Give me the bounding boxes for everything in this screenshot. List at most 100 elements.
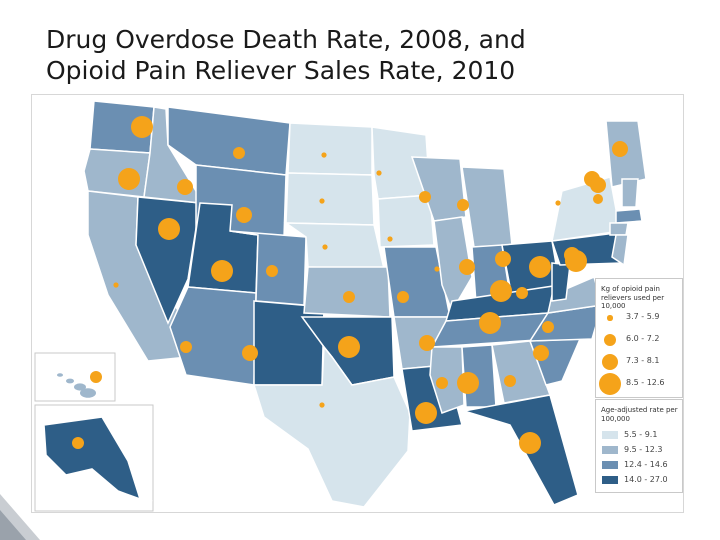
- hawaii-island: [57, 373, 63, 377]
- state-fl: [463, 394, 579, 506]
- legend-sales-dot: [599, 373, 621, 395]
- inset-hawaii-frame: [34, 352, 116, 402]
- insets-layer: [34, 352, 154, 512]
- sales-dot-ar: [419, 335, 435, 351]
- sales-dot-ms: [436, 377, 448, 389]
- us-map: [34, 100, 647, 512]
- sales-dot-wv: [529, 256, 551, 278]
- sales-dot-ca: [113, 282, 119, 288]
- legend-death-label: 9.5 - 12.3: [624, 445, 663, 454]
- map-frame: Kg of opioid pain relievers used per 10,…: [31, 94, 684, 513]
- legend-sales-label: 3.7 - 5.9: [626, 312, 660, 321]
- state-va: [547, 275, 603, 314]
- sales-dot-sc: [533, 345, 549, 361]
- legend-sales-label: 7.3 - 8.1: [626, 356, 660, 365]
- legend-death-title: Age-adjusted rate per 100,000: [601, 406, 678, 423]
- legend-sales-item: 8.5 - 12.6: [596, 373, 682, 395]
- sales-dot-ak: [72, 437, 84, 449]
- sales-dot-al: [457, 372, 479, 394]
- states-layer: [83, 100, 647, 508]
- legend-death-item: 14.0 - 27.0: [596, 473, 682, 487]
- sales-dot-or: [118, 168, 140, 190]
- sales-dot-ky: [490, 280, 512, 302]
- sales-dot-ks: [343, 291, 355, 303]
- sales-dot-mt: [233, 147, 245, 159]
- legend-sales-dot: [602, 354, 618, 370]
- legend-death-swatch: [602, 461, 618, 469]
- sales-dot-in: [459, 259, 475, 275]
- state-nj: [611, 234, 629, 267]
- legend-death-item: 9.5 - 12.3: [596, 443, 682, 457]
- sales-dot-id: [177, 179, 193, 195]
- hawaii-island: [66, 378, 74, 384]
- legend-sales-dot: [604, 334, 616, 346]
- sales-dot-la: [415, 402, 437, 424]
- sales-dot-ma: [590, 177, 606, 193]
- legend-death: Age-adjusted rate per 100,000 5.5 - 9.1 9…: [595, 399, 683, 493]
- state-nd: [287, 122, 373, 176]
- sales-dot-ne: [322, 244, 328, 250]
- page-title: Drug Overdose Death Rate, 2008, and Opio…: [46, 24, 646, 86]
- sales-dot-tx: [319, 402, 325, 408]
- legend-death-item: 5.5 - 9.1: [596, 428, 682, 442]
- sales-dot-ok: [338, 336, 360, 358]
- hawaii-island: [74, 383, 86, 391]
- legend-sales-dot: [607, 315, 613, 321]
- state-ma: [615, 208, 643, 224]
- state-sd: [285, 172, 375, 226]
- state-or: [83, 148, 151, 198]
- state-mt: [167, 106, 291, 176]
- sales-dot-il: [434, 266, 440, 272]
- legend-sales-label: 8.5 - 12.6: [626, 378, 665, 387]
- source-note: National Vital Statistics System: [48, 498, 174, 507]
- state-ct: [609, 222, 629, 236]
- sales-dot-nv: [158, 218, 180, 240]
- state-il: [433, 216, 473, 313]
- sales-dot-sd: [319, 198, 325, 204]
- sales-dot-va: [516, 287, 528, 299]
- state-ak: [43, 416, 142, 501]
- legend-death-swatch: [602, 431, 618, 439]
- sales-dot-wa: [131, 116, 153, 138]
- state-ia: [377, 194, 435, 248]
- legend-sales-item: 6.0 - 7.2: [596, 329, 682, 351]
- sales-dot-me: [612, 141, 628, 157]
- sales-dot-nj: [565, 250, 587, 272]
- legend-sales-title: Kg of opioid pain relievers used per 10,…: [601, 285, 665, 310]
- legend-sales-item: 7.3 - 8.1: [596, 351, 682, 373]
- legend-death-label: 14.0 - 27.0: [624, 475, 668, 484]
- sales-dot-mi: [457, 199, 469, 211]
- sales-dot-nc: [542, 321, 554, 333]
- title-line-2: Opioid Pain Reliever Sales Rate, 2010: [46, 56, 516, 85]
- legend-sales-label: 6.0 - 7.2: [626, 334, 660, 343]
- sales-dot-wi: [419, 191, 431, 203]
- legend-death-label: 5.5 - 9.1: [624, 430, 658, 439]
- sales-dot-az: [180, 341, 192, 353]
- legend-sales-item: 3.7 - 5.9: [596, 307, 682, 329]
- legend-death-label: 12.4 - 14.6: [624, 460, 668, 469]
- legend-death-swatch: [602, 446, 618, 454]
- sales-dot-nm: [242, 345, 258, 361]
- sales-dot-mn: [376, 170, 382, 176]
- sales-dot-hi: [90, 371, 102, 383]
- sales-dots-layer: [113, 116, 628, 454]
- sales-dot-ga: [504, 375, 516, 387]
- sales-dot-fl: [519, 432, 541, 454]
- title-line-1: Drug Overdose Death Rate, 2008, and: [46, 25, 526, 54]
- sales-dot-ia: [387, 236, 393, 242]
- sales-dot-co: [266, 265, 278, 277]
- sales-dot-ut: [211, 260, 233, 282]
- legend-death-item: 12.4 - 14.6: [596, 458, 682, 472]
- sales-dot-mo: [397, 291, 409, 303]
- legend-sales: Kg of opioid pain relievers used per 10,…: [595, 278, 683, 398]
- sales-dot-ny: [555, 200, 561, 206]
- state-az: [169, 286, 257, 386]
- corner-decoration: [0, 494, 40, 540]
- state-mi: [461, 166, 513, 248]
- sales-dot-wy: [236, 207, 252, 223]
- sales-dot-ct: [593, 194, 603, 204]
- sales-dot-nd: [321, 152, 327, 158]
- state-nh: [621, 178, 639, 208]
- legend-death-swatch: [602, 476, 618, 484]
- hawaii-island: [80, 388, 96, 398]
